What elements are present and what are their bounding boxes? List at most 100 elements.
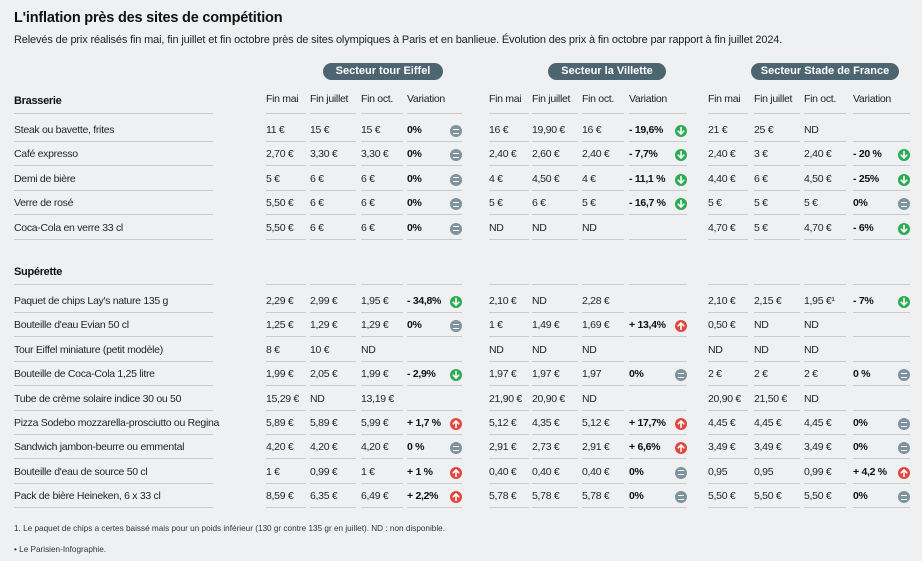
row-divider: [361, 336, 403, 338]
sector-pill: Secteur la Villette: [548, 63, 666, 80]
price-value: 1 €: [489, 319, 503, 332]
price-value: 5 €: [754, 221, 768, 234]
row-divider: [804, 165, 846, 167]
variation-value: - 34,8%: [407, 295, 442, 307]
row-divider: [407, 312, 462, 313]
row-divider: [266, 458, 306, 460]
row-divider: [754, 336, 800, 338]
variation-value: + 17,7%: [629, 417, 666, 429]
price-value: 5,12 €: [489, 417, 517, 429]
variation-value: 0%: [407, 172, 422, 185]
row-divider: [708, 214, 748, 216]
row-divider: [629, 434, 687, 435]
price-value: 1,99 €: [361, 368, 389, 381]
row-divider: [489, 189, 529, 191]
equal-icon: [898, 442, 910, 455]
row-divider: [708, 385, 748, 387]
row-divider: [708, 189, 748, 191]
row-divider: [582, 141, 624, 142]
row-divider: [532, 507, 578, 509]
row-divider: [407, 141, 462, 142]
variation-value: 0%: [853, 441, 868, 454]
row-divider: [804, 284, 846, 285]
row-divider: [407, 238, 462, 240]
row-divider: [489, 165, 529, 167]
row-divider: [407, 165, 462, 167]
price-value: 3,30 €: [361, 148, 389, 161]
row-divider: [266, 284, 306, 285]
variation-value: 0 %: [853, 368, 871, 381]
price-value: ND: [532, 221, 547, 234]
row-divider: [853, 434, 910, 435]
price-value: ND: [708, 343, 723, 356]
price-value: ND: [310, 392, 325, 405]
row-divider: [489, 284, 529, 285]
row-divider: [361, 385, 403, 387]
row-divider: [489, 507, 529, 509]
price-value: 15,29 €: [266, 392, 299, 405]
equal-icon: [450, 442, 462, 455]
price-value: 4,45 €: [754, 417, 782, 429]
row-divider: [708, 409, 748, 411]
row-divider: [266, 409, 306, 411]
row-divider: [14, 482, 213, 484]
variation-value: + 2,2%: [407, 490, 439, 503]
row-divider: [407, 336, 462, 338]
price-value: ND: [489, 221, 504, 234]
price-value: 5 €: [754, 197, 768, 210]
price-value: 4,35 €: [532, 417, 560, 429]
price-value: 2,60 €: [532, 148, 560, 161]
price-value: 5,78 €: [582, 490, 610, 503]
price-value: 2,40 €: [489, 148, 517, 161]
variation-value: 0%: [629, 465, 644, 478]
row-divider: [853, 189, 910, 191]
price-value: 1,97: [582, 368, 602, 381]
price-value: 4,50 €: [804, 172, 832, 185]
row-divider: [582, 312, 624, 313]
price-value: 2,91 €: [489, 441, 517, 454]
price-value: 0,40 €: [532, 465, 560, 478]
row-divider: [407, 434, 462, 435]
row-divider: [14, 409, 213, 411]
arrow-down-icon: [675, 173, 687, 186]
row-divider: [407, 214, 462, 216]
row-divider: [708, 336, 748, 338]
chart-title: L'inflation près des sites de compétitio…: [14, 10, 283, 26]
price-value: 21,50 €: [754, 392, 787, 405]
row-item-label: Tour Eiffel miniature (petit modèle): [14, 343, 163, 356]
row-item-label: Paquet de chips Lay's nature 135 g: [14, 295, 169, 307]
row-divider: [361, 434, 403, 435]
price-value: 5,78 €: [489, 490, 517, 503]
row-divider: [629, 214, 687, 216]
equal-icon: [450, 173, 462, 186]
row-divider: [754, 189, 800, 191]
equal-icon: [675, 491, 687, 504]
price-value: 4,20 €: [266, 441, 294, 454]
variation-value: 0%: [853, 490, 868, 503]
arrow-down-icon: [450, 369, 462, 382]
row-divider: [853, 214, 910, 216]
row-divider: [853, 482, 910, 484]
price-value: 1,29 €: [361, 319, 389, 332]
row-divider: [853, 360, 910, 362]
row-divider: [629, 336, 687, 338]
row-divider: [489, 238, 529, 240]
price-value: 5 €: [266, 172, 280, 185]
row-divider: [754, 238, 800, 240]
row-divider: [853, 141, 910, 142]
row-item-label: Pizza Sodebo mozzarella-prosciutto ou Re…: [14, 417, 220, 429]
price-value: 1 €: [361, 465, 375, 478]
price-value: 5,12 €: [582, 417, 610, 429]
row-divider: [629, 189, 687, 191]
price-value: 4,50 €: [532, 172, 560, 185]
row-divider: [804, 113, 846, 114]
row-divider: [804, 141, 846, 142]
price-value: 5,50 €: [754, 490, 782, 503]
row-divider: [582, 336, 624, 338]
row-divider: [407, 113, 462, 114]
price-value: 3,30 €: [310, 148, 338, 161]
price-value: 6 €: [310, 172, 324, 185]
source-credit: • Le Parisien-Infographie.: [14, 545, 107, 554]
price-value: 0,40 €: [489, 465, 517, 478]
price-value: 0,99 €: [804, 465, 832, 478]
